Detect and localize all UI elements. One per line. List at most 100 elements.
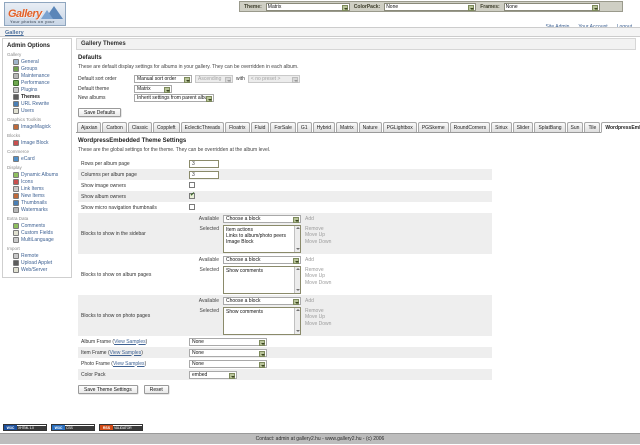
tab-coppleft[interactable]: Coppleft [152, 122, 180, 132]
sidebar-item-multilanguage[interactable]: MultiLanguage [5, 236, 69, 243]
tab-ajaxian[interactable]: Ajaxian [77, 122, 102, 132]
w3c-css-badge[interactable]: W3C CSS [51, 424, 95, 431]
sidebar-item-plugins[interactable]: Plugins [5, 86, 69, 93]
gallery-logo[interactable]: Gallery Your photos on your website [4, 2, 66, 26]
move-down-button[interactable]: Move Down [305, 279, 332, 286]
tab-wordpressembedded[interactable]: WordpressEmbedded [601, 122, 640, 133]
color-pack-select[interactable]: embed [189, 370, 237, 379]
cols-per-page-input[interactable]: 3 [189, 170, 219, 179]
sidebar-item-dynamic-albums[interactable]: Dynamic Albums [5, 171, 69, 178]
move-down-button[interactable]: Move Down [305, 320, 332, 327]
default-sort-order-select[interactable]: Manual sort order [134, 75, 192, 83]
photo-blocks-listbox[interactable]: Show comments [223, 306, 301, 335]
new-albums-select[interactable]: Inherit settings from parent album [134, 94, 214, 102]
tab-g1[interactable]: G1 [296, 122, 312, 132]
tab-sun[interactable]: Sun [566, 122, 584, 132]
tab-splatbang[interactable]: SplatBang [534, 122, 566, 132]
toolbar-theme-select[interactable]: Matrix [265, 2, 350, 11]
item-frame-view-samples-link[interactable]: View Samples [109, 349, 142, 356]
album-frame-select[interactable]: None [189, 337, 267, 346]
save-defaults-button[interactable]: Save Defaults [78, 108, 122, 117]
sidebar-item-groups[interactable]: Groups [5, 65, 69, 72]
scrollbar[interactable] [294, 266, 300, 293]
sidebar-item-image-block[interactable]: Image Block [5, 139, 69, 146]
album-blocks-available-select[interactable]: Choose a block [223, 255, 301, 264]
move-up-button[interactable]: Move Up [305, 273, 326, 279]
show-album-owners-checkbox[interactable] [189, 192, 195, 199]
tab-floatrix[interactable]: Floatrix [225, 122, 250, 132]
tab-nature[interactable]: Nature [358, 122, 382, 132]
sidebar-item-icons[interactable]: Icons [5, 178, 69, 185]
tab-roundcorners[interactable]: RoundCorners [449, 122, 491, 132]
toolbar-colorpack-select[interactable]: None [384, 2, 477, 11]
sidebar-item-general[interactable]: General [5, 58, 69, 65]
tab-pgskeme[interactable]: PGSkeme [417, 122, 449, 132]
tab-pglightbox[interactable]: PGLightbox [382, 122, 417, 132]
tab-carbon[interactable]: Carbon [102, 122, 127, 132]
list-item[interactable]: Show comments [226, 308, 263, 315]
sidebar-blocks-listbox[interactable]: Item actions Links to album/photo peers … [223, 224, 301, 253]
sidebar-item-imagemagick[interactable]: ImageMagick [5, 123, 69, 130]
tab-classic[interactable]: Classic [127, 122, 152, 132]
photo-blocks-actions: Remove Move Up Move Down [305, 307, 331, 328]
sidebar-item-url-rewrite[interactable]: URL Rewrite [5, 100, 69, 107]
photo-blocks-available-select[interactable]: Choose a block [223, 296, 301, 305]
move-up-button[interactable]: Move Up [305, 314, 326, 320]
tab-eclecticthreads[interactable]: EclecticThreads [180, 122, 225, 132]
item-frame-select[interactable]: None [189, 348, 267, 357]
sidebar-item-themes[interactable]: Themes [5, 93, 69, 100]
photo-frame-view-samples-link[interactable]: View Samples [112, 360, 145, 367]
list-item[interactable]: Show comments [226, 267, 263, 274]
album-blocks-listbox[interactable]: Show comments [223, 265, 301, 294]
scrollbar[interactable] [294, 307, 300, 334]
tab-tile[interactable]: Tile [584, 122, 601, 132]
rss-validator-badge[interactable]: RSS VALIDATOR [99, 424, 143, 431]
default-theme-select[interactable]: Matrix [134, 84, 172, 93]
tab-hybrid[interactable]: Hybrid [312, 122, 336, 132]
sidebar-item-maintenance[interactable]: Maintenance [5, 72, 69, 79]
tab-siriux[interactable]: Siriux [491, 122, 512, 132]
sidebar-item-comments[interactable]: Comments [5, 222, 69, 229]
reset-button[interactable]: Reset [143, 385, 169, 394]
photo-blocks-add-button[interactable]: Add [305, 297, 314, 304]
sidebar-item-users[interactable]: Users [5, 107, 69, 114]
list-item[interactable]: Links to album/photo peers [226, 232, 287, 239]
tab-matrix[interactable]: Matrix [336, 122, 358, 132]
move-up-button[interactable]: Move Up [305, 232, 326, 238]
album-blocks-add-button[interactable]: Add [305, 256, 314, 263]
remove-button[interactable]: Remove [305, 225, 324, 232]
toolbar-frames-select[interactable]: None [503, 2, 600, 11]
sidebar-item-remote[interactable]: Remote [5, 252, 69, 259]
w3c-xhtml-badge[interactable]: W3C XHTML 1.0 [3, 424, 47, 431]
save-theme-settings-button[interactable]: Save Theme Settings [78, 385, 138, 394]
photo-frame-select[interactable]: None [189, 359, 267, 368]
sidebar-item-thumbnails[interactable]: Thumbnails [5, 199, 69, 206]
sidebar-item-label: General [21, 58, 39, 65]
tab-forsale[interactable]: ForSale [270, 122, 296, 132]
tab-slider[interactable]: Slider [512, 122, 534, 132]
sidebar-item-ecard[interactable]: eCard [5, 155, 69, 162]
show-micro-nav-checkbox[interactable] [189, 203, 195, 210]
remove-button[interactable]: Remove [305, 266, 324, 273]
show-image-owners-checkbox[interactable] [189, 181, 195, 188]
list-item[interactable]: Item actions [226, 226, 253, 233]
tab-fluid[interactable]: Fluid [250, 122, 270, 132]
sidebar-blocks-available-select[interactable]: Choose a block [223, 214, 301, 223]
sidebar-blocks-add-button[interactable]: Add [305, 215, 314, 222]
sidebar-item-upload-applet[interactable]: Upload Applet [5, 259, 69, 266]
sidebar-item-web-server[interactable]: Web/Server [5, 266, 69, 273]
sidebar-item-link-items[interactable]: Link Items [5, 185, 69, 192]
move-down-button[interactable]: Move Down [305, 238, 332, 245]
rows-per-page-input[interactable]: 3 [189, 159, 219, 168]
album-frame-view-samples-link[interactable]: View Samples [114, 338, 146, 345]
sort-preset-select[interactable]: < no preset > [247, 75, 300, 83]
sidebar-item-performance[interactable]: Performance [5, 79, 69, 86]
scrollbar[interactable] [294, 225, 300, 252]
sort-direction-select[interactable]: Ascending [195, 75, 233, 83]
remove-button[interactable]: Remove [305, 307, 324, 314]
sidebar-item-watermarks[interactable]: Watermarks [5, 206, 69, 213]
sidebar-item-new-items[interactable]: New Items [5, 192, 69, 199]
breadcrumb[interactable]: Gallery [5, 30, 24, 36]
list-item[interactable]: Image Block [226, 238, 254, 245]
sidebar-item-custom-fields[interactable]: Custom Fields [5, 229, 69, 236]
